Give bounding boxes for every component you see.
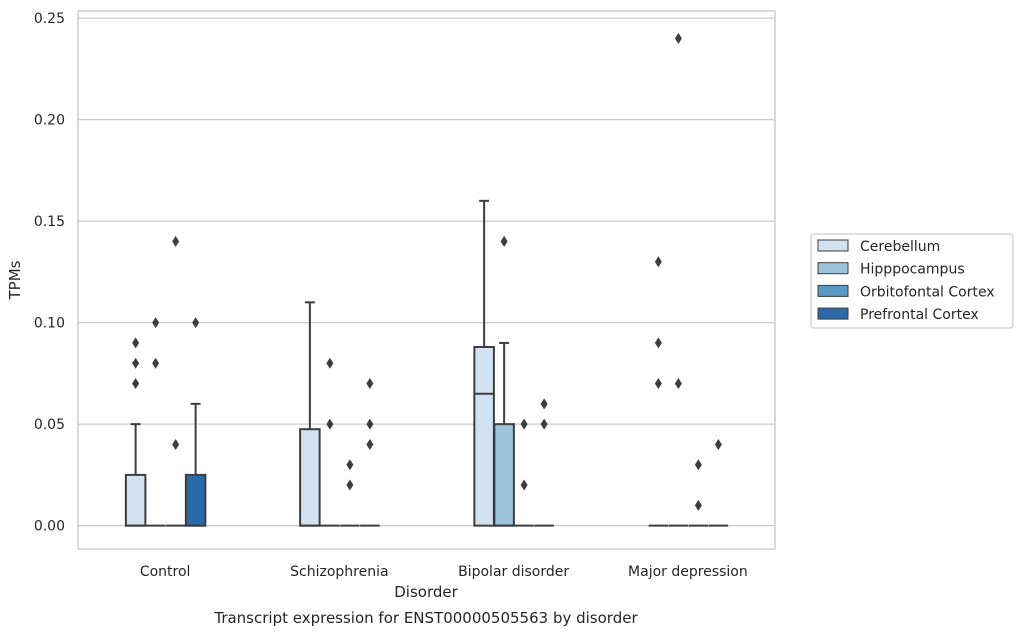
flier-point	[366, 418, 374, 430]
flier-point	[654, 378, 662, 390]
y-tick-labels: 0.00 0.05 0.10 0.15 0.20 0.25	[34, 11, 65, 535]
legend-swatch	[817, 307, 849, 320]
legend-label: Orbitofontal Cortex	[860, 284, 995, 300]
flier-point	[172, 235, 180, 247]
box-1-2	[493, 341, 515, 527]
box-iqr	[473, 345, 495, 527]
flier-point	[654, 337, 662, 349]
flier-point	[694, 459, 702, 471]
box-0-2	[473, 199, 495, 527]
legend-frame	[810, 233, 1014, 329]
y-axis-label: TPMs	[6, 260, 24, 300]
flier-point	[520, 479, 528, 491]
boxes-layer	[124, 199, 729, 527]
legend-swatch	[817, 284, 849, 297]
x-tick-label: Control	[140, 564, 191, 580]
y-tick-label: 0.00	[34, 519, 65, 535]
flier-point	[346, 479, 354, 491]
flier-point	[326, 357, 334, 369]
plot-frame	[77, 10, 776, 550]
box-iqr	[299, 428, 321, 527]
legend-label: Prefrontal Cortex	[860, 307, 979, 323]
flier-point	[346, 459, 354, 471]
y-tick-label: 0.05	[34, 417, 65, 433]
legend-label: Cerebellum	[860, 239, 940, 255]
flier-point	[674, 378, 682, 390]
x-tick-label: Schizophrenia	[290, 564, 388, 580]
flier-point	[152, 357, 160, 369]
flier-point	[674, 32, 682, 44]
grid-layer	[78, 17, 775, 527]
box-iqr	[124, 473, 147, 527]
flier-point	[192, 317, 200, 329]
flier-point	[366, 438, 374, 450]
flier-point	[132, 378, 140, 390]
box-0-0	[124, 423, 147, 527]
y-tick-label: 0.25	[34, 11, 65, 27]
x-axis-label: Disorder	[394, 583, 458, 601]
flier-point	[132, 337, 140, 349]
chart-title: Transcript expression for ENST0000050556…	[213, 609, 638, 627]
flier-point	[326, 418, 334, 430]
box-3-0	[184, 402, 207, 527]
legend-label: Hipppocampus	[860, 262, 965, 278]
box-iqr	[184, 473, 207, 527]
flier-point	[540, 398, 548, 410]
x-tick-label: Major depression	[628, 564, 748, 580]
flier-point	[520, 418, 528, 430]
flier-point	[366, 378, 374, 390]
y-tick-label: 0.10	[34, 316, 65, 332]
box-0-1	[299, 301, 321, 527]
legend: Cerebellum Hipppocampus Orbitofontal Corte…	[810, 233, 1014, 329]
flier-point	[500, 235, 508, 247]
y-tick-label: 0.20	[34, 113, 65, 129]
flier-point	[132, 357, 140, 369]
box-iqr	[493, 423, 515, 527]
x-tick-labels: Control Schizophrenia Bipolar disorder Majo…	[140, 564, 748, 580]
flier-point	[540, 418, 548, 430]
fliers-layer	[132, 32, 722, 511]
flier-point	[654, 256, 662, 268]
flier-point	[152, 317, 160, 329]
flier-point	[714, 438, 722, 450]
x-tick-label: Bipolar disorder	[458, 564, 569, 580]
legend-swatch	[817, 262, 849, 275]
legend-swatch	[817, 239, 849, 252]
y-tick-label: 0.15	[34, 214, 65, 230]
flier-point	[694, 499, 702, 511]
flier-point	[172, 438, 180, 450]
